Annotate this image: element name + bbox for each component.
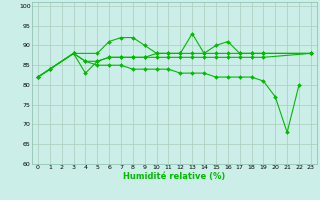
X-axis label: Humidité relative (%): Humidité relative (%) xyxy=(123,172,226,181)
